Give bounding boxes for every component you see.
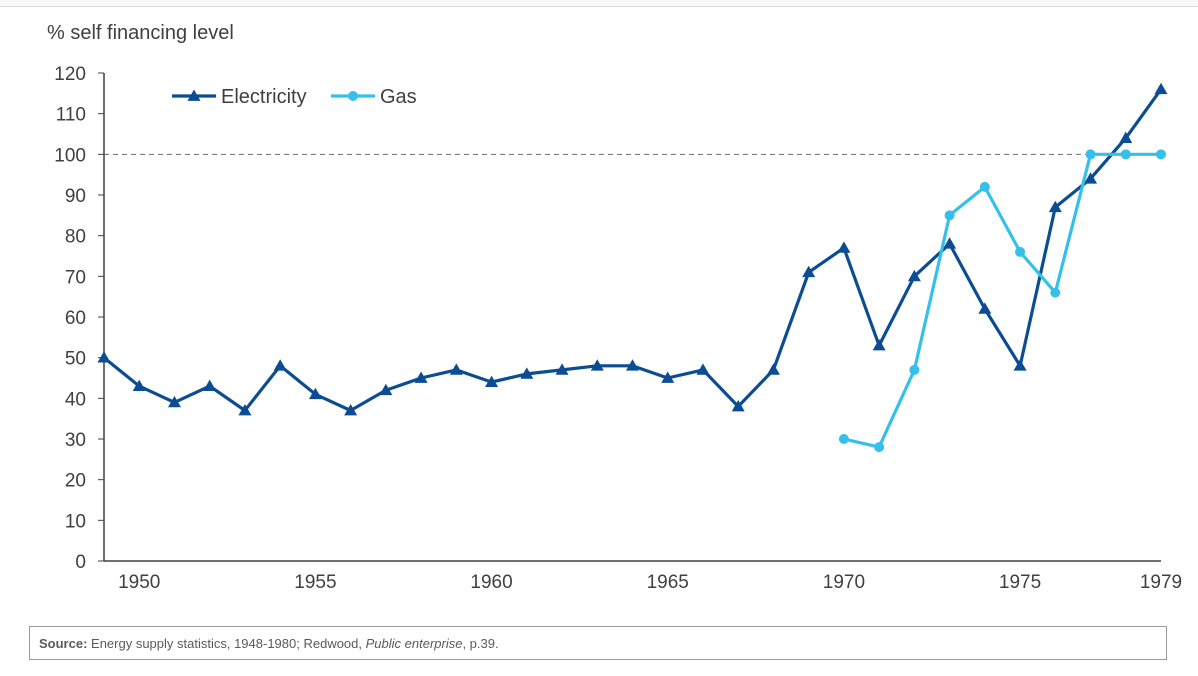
y-axis-title: % self financing level — [47, 22, 234, 44]
y-tick-label: 10 — [65, 511, 86, 532]
gas-data-point — [979, 181, 990, 192]
x-tick-label: 1975 — [999, 572, 1041, 593]
gas-series-line — [843, 152, 1161, 449]
y-tick-label: 60 — [65, 308, 86, 329]
legend-electricity-marker — [187, 89, 201, 101]
gas-data-point — [1120, 149, 1131, 160]
electricity-data-point — [203, 379, 217, 392]
x-tick-label: 1950 — [118, 572, 160, 593]
electricity-data-point — [273, 359, 287, 371]
legend-electricity-label: Electricity — [221, 86, 307, 108]
y-tick-label: 120 — [54, 64, 86, 85]
electricity-data-point — [1154, 82, 1168, 95]
electricity-data-point — [661, 371, 675, 383]
gas-data-point — [1050, 287, 1061, 298]
electricity-data-point — [555, 363, 569, 375]
y-tick-label: 0 — [75, 552, 86, 573]
electricity-data-point — [520, 367, 534, 379]
y-tick-label: 20 — [65, 471, 86, 492]
electricity-data-point — [626, 359, 639, 371]
electricity-data-point — [308, 387, 322, 400]
y-tick-label: 90 — [65, 186, 86, 207]
x-tick-label: 1965 — [647, 572, 689, 593]
source-text-after: , p.39. — [462, 635, 499, 651]
gas-data-point — [1085, 149, 1096, 160]
electricity-data-point — [167, 395, 181, 408]
source-text: Energy supply statistics, 1948-1980; Red… — [87, 635, 366, 651]
electricity-data-point — [872, 338, 886, 351]
y-tick-label: 80 — [65, 227, 86, 248]
electricity-data-point — [943, 237, 957, 249]
y-tick-label: 70 — [65, 267, 86, 288]
electricity-data-point — [837, 241, 851, 253]
electricity-data-point — [132, 379, 146, 392]
y-tick-label: 110 — [56, 105, 86, 126]
x-tick-label: 1960 — [470, 572, 512, 593]
legend-gas-marker — [348, 91, 358, 101]
electricity-data-point — [238, 404, 252, 416]
electricity-data-point — [379, 383, 393, 396]
electricity-data-point — [907, 269, 921, 282]
gas-data-point — [838, 434, 849, 444]
source-label: Source: — [39, 635, 88, 651]
x-tick-label: 1955 — [294, 572, 336, 593]
electricity-data-point — [449, 363, 463, 375]
electricity-data-point — [731, 399, 745, 412]
electricity-data-point — [696, 363, 710, 375]
line-chart: 0 10 20 30 40 50 60 70 80 90 100 110 120 1950 1955 196… — [47, 22, 1182, 593]
electricity-data-point — [1048, 200, 1062, 213]
electricity-data-point — [766, 363, 780, 375]
electricity-data-point — [414, 371, 428, 383]
legend-gas-label: Gas — [380, 86, 417, 108]
y-tick-label: 100 — [54, 145, 86, 166]
electricity-data-point — [978, 302, 992, 314]
electricity-data-point — [97, 351, 111, 363]
gas-data-point — [944, 210, 955, 221]
electricity-data-point — [802, 265, 816, 278]
gas-data-point — [1156, 149, 1166, 160]
electricity-data-point — [1084, 172, 1098, 184]
top-rule — [0, 0, 1198, 7]
source-italic: Public enterprise — [365, 635, 463, 651]
electricity-data-point — [485, 375, 499, 387]
x-tick-label: 1970 — [823, 572, 865, 593]
y-tick-label: 40 — [65, 389, 86, 410]
source-note: Source: Energy supply statistics, 1948-1… — [29, 626, 1167, 660]
gas-data-point — [1015, 246, 1026, 257]
electricity-data-point — [590, 359, 604, 371]
y-tick-label: 30 — [65, 430, 86, 451]
gas-data-point — [874, 442, 885, 453]
electricity-data-point — [1013, 359, 1027, 371]
gas-data-point — [909, 364, 920, 375]
electricity-data-point — [344, 404, 358, 416]
electricity-data-point — [1119, 131, 1133, 143]
x-tick-label: 1979 — [1140, 572, 1182, 593]
y-tick-label: 50 — [65, 349, 86, 370]
